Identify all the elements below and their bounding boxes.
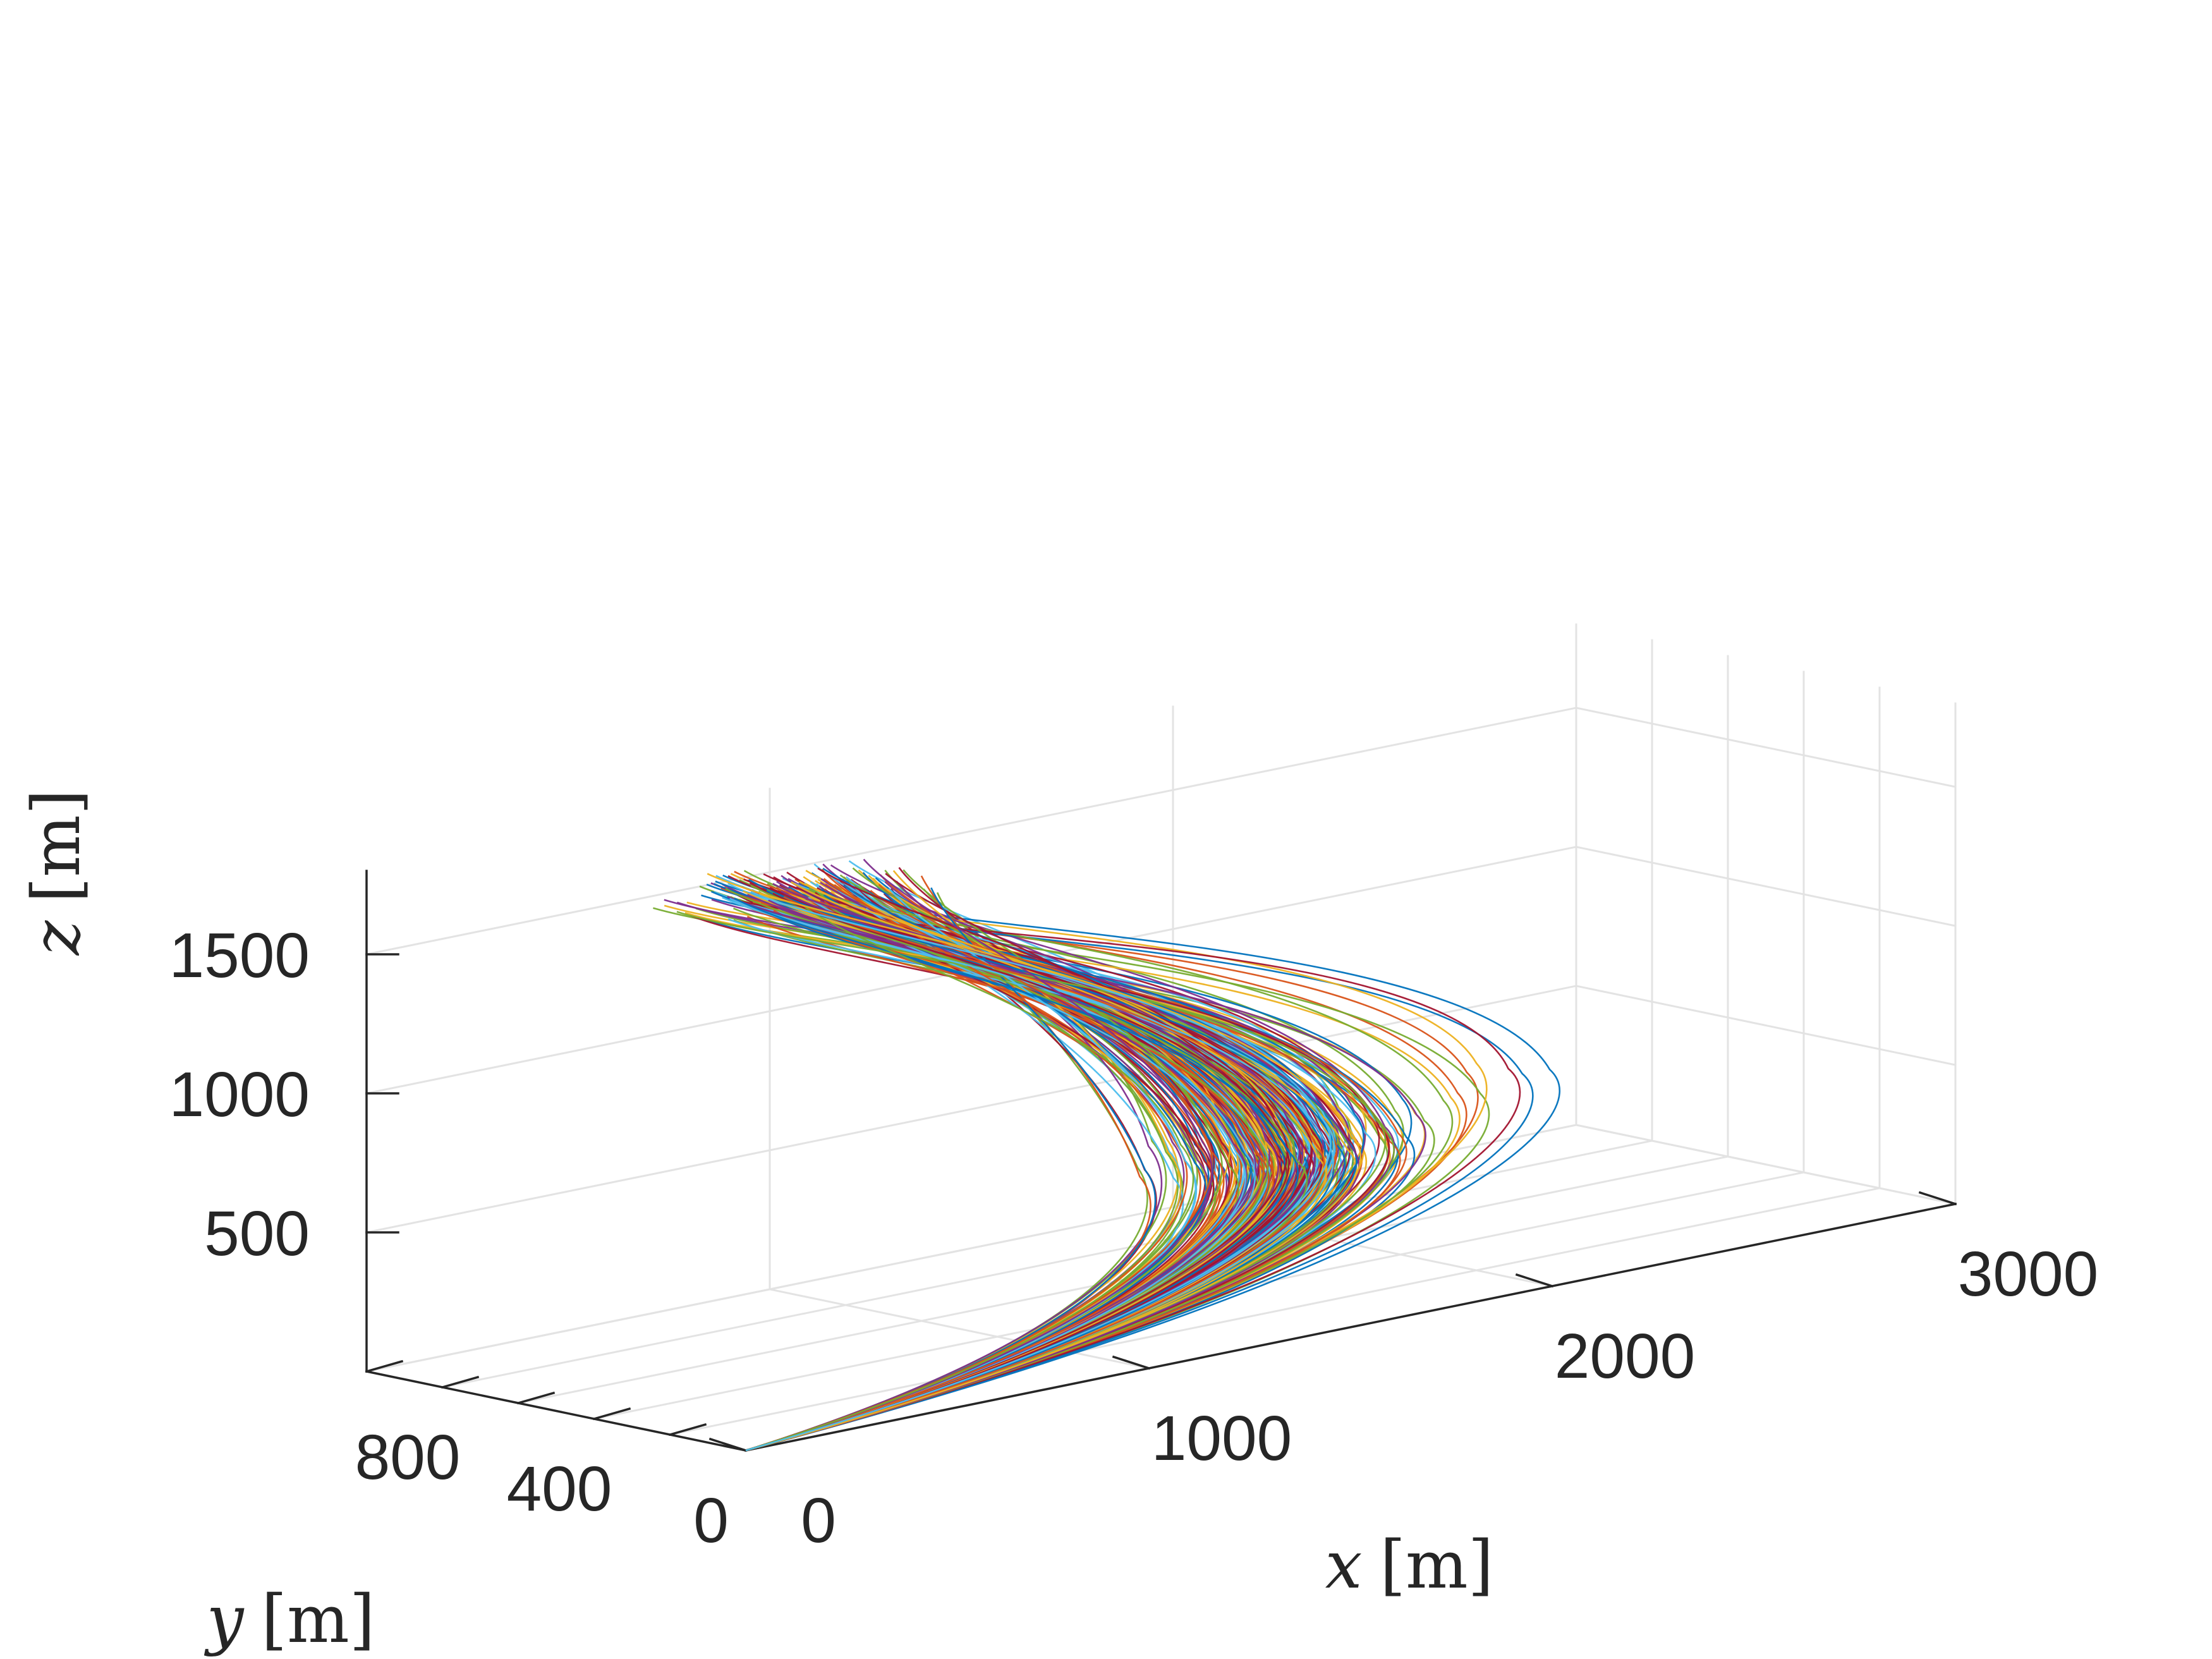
y-axis-tick xyxy=(592,1407,631,1421)
grid-line-z-side xyxy=(1575,846,1957,927)
z-tick-label: 500 xyxy=(204,1198,310,1269)
z-tick-label: 1000 xyxy=(169,1059,310,1130)
grid-line-z-side xyxy=(1575,1124,1957,1205)
x-axis-tick xyxy=(1112,1355,1151,1370)
trajectory-line xyxy=(745,896,1325,1452)
y-tick-label: 800 xyxy=(355,1422,461,1493)
grid-line-y-floor xyxy=(669,1187,1881,1436)
x-axis-tick xyxy=(1515,1273,1554,1288)
trajectories xyxy=(653,858,1560,1452)
axes xyxy=(365,870,1957,1452)
y-tick-label: 400 xyxy=(507,1454,612,1524)
z-axis-variable: z xyxy=(18,920,95,956)
y-axis-tick xyxy=(365,1359,404,1373)
x-axis-label: x [m] xyxy=(1325,1526,1493,1603)
trajectory-line xyxy=(745,858,1213,1452)
trajectory-line xyxy=(745,880,1293,1452)
x-tick-label: 1000 xyxy=(1152,1403,1292,1474)
trajectory-line xyxy=(745,893,1488,1452)
y-axis-line xyxy=(365,1370,748,1452)
grid-line-z-back xyxy=(365,985,1577,1234)
x-axis-variable: x xyxy=(1325,1526,1363,1603)
grid-line-z-side xyxy=(1575,985,1957,1066)
trajectory-line xyxy=(745,892,1290,1452)
trajectory-line xyxy=(745,881,1327,1452)
x-axis-line xyxy=(744,1202,1957,1452)
y-axis-tick xyxy=(441,1375,480,1389)
x-tick-label: 0 xyxy=(801,1485,836,1556)
grid-line-z-side xyxy=(1575,707,1957,788)
trajectory-line xyxy=(745,894,1560,1452)
trajectory-line xyxy=(739,900,1521,1452)
trajectory-line xyxy=(745,906,1194,1452)
grid-line-x-floor xyxy=(769,1288,1150,1370)
x-axis-tick xyxy=(1918,1191,1957,1206)
y-axis-tick xyxy=(668,1423,707,1437)
z-tick-label: 1500 xyxy=(169,920,310,991)
tick-labels: 0 1000 2000 3000 0 400 800 500 1000 1500 xyxy=(169,920,2099,1556)
z-axis-label: z [m] xyxy=(18,789,95,957)
y-axis-variable: y xyxy=(204,1581,245,1658)
y-axis-unit: [m] xyxy=(262,1581,375,1658)
x-tick-label: 2000 xyxy=(1555,1321,1695,1392)
y-tick-label: 0 xyxy=(693,1485,729,1556)
trajectory-line xyxy=(745,887,1198,1452)
z-axis-unit: [m] xyxy=(18,789,95,903)
trajectory-line xyxy=(734,897,1299,1452)
trajectory-line xyxy=(707,873,1361,1452)
trajectory-line xyxy=(745,890,1332,1452)
grid-line-z-back xyxy=(365,1124,1577,1373)
y-axis-label: y [m] xyxy=(204,1581,375,1658)
grid-line-y-floor xyxy=(441,1139,1653,1389)
x-axis-tick xyxy=(708,1437,748,1452)
x-axis-unit: [m] xyxy=(1380,1526,1493,1603)
y-axis-tick xyxy=(516,1391,556,1405)
x-tick-label: 3000 xyxy=(1958,1239,2098,1310)
grid-line-z-back xyxy=(365,707,1577,956)
trajectory-line xyxy=(745,867,1289,1452)
